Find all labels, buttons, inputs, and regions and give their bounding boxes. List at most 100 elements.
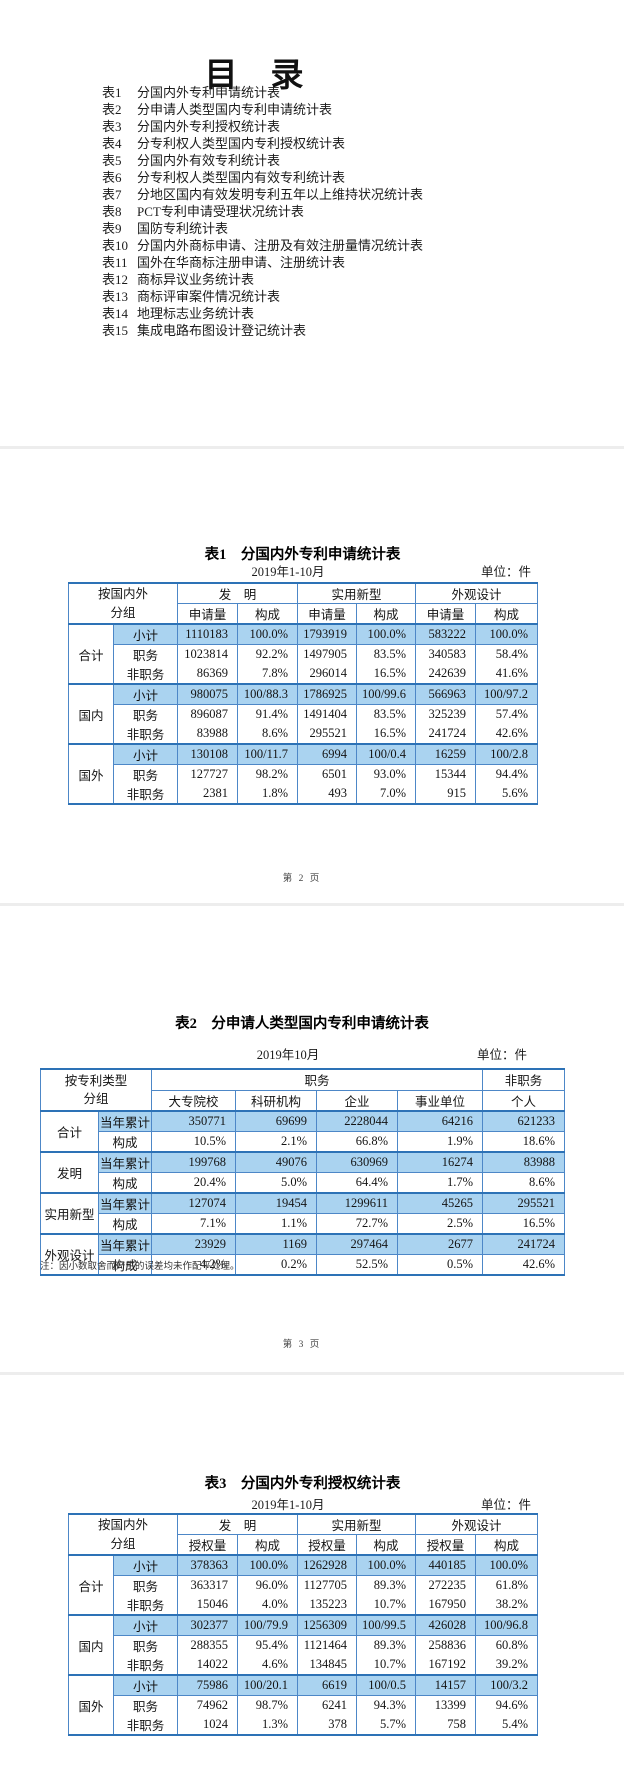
cell-value: 98.2% [237, 764, 299, 784]
table3-unit-label: 单位：件 [480, 1498, 531, 1512]
row-label: 小计 [112, 743, 179, 765]
cell-value: 100.0% [356, 1554, 417, 1576]
toc-item: 表7 分地区国内有效发明专利五年以上维持状况统计表 [102, 186, 423, 203]
page-gap [0, 903, 624, 906]
row-group-label: 国外 [68, 1674, 114, 1736]
cell-value: 241724 [415, 724, 477, 744]
cell-value: 100/0.5 [356, 1674, 417, 1696]
column-group-nonduty: 非职务 [482, 1069, 566, 1091]
cell-value: 38.2% [475, 1595, 539, 1615]
toc-item-title: 分申请人类型国内专利申请统计表 [137, 102, 333, 117]
stub-line2: 分组 [83, 1092, 109, 1106]
row-label: 当年累计 [97, 1151, 153, 1173]
cell-value: 60.8% [475, 1635, 539, 1655]
cell-value: 199768 [151, 1151, 237, 1173]
toc-item-number: 表4 [102, 136, 122, 151]
cell-value: 127074 [151, 1192, 237, 1214]
cell-value: 100/99.6 [356, 683, 417, 705]
cell-value: 13399 [415, 1695, 477, 1715]
cell-value: 49076 [235, 1151, 318, 1173]
cell-value: 61.8% [475, 1575, 539, 1595]
row-label: 职务 [112, 704, 179, 724]
row-group-label: 合计 [68, 623, 114, 685]
toc-item-title: 分专利权人类型国内有效专利统计表 [137, 170, 346, 185]
toc-item: 表3 分国内外专利授权统计表 [102, 118, 423, 135]
toc-list: 表1 分国内外专利申请统计表 表2 分申请人类型国内专利申请统计表 表3 分国内外专利… [102, 84, 423, 339]
cell-value: 16.5% [356, 664, 417, 684]
cell-value: 100/79.9 [237, 1614, 299, 1636]
page-gap [0, 446, 624, 449]
row-label: 非职务 [112, 1715, 179, 1735]
cell-value: 297464 [316, 1233, 399, 1255]
measure-header: 申请量 [297, 603, 358, 625]
row-label: 职务 [112, 644, 179, 664]
row-label: 小计 [112, 1554, 179, 1576]
cell-value: 378363 [177, 1554, 239, 1576]
cell-value: 69699 [235, 1110, 318, 1132]
table-row: 非职务 86369 7.8% 296014 16.5% 242639 41.6% [69, 664, 539, 684]
cell-value: 0.2% [235, 1254, 318, 1275]
row-label: 构成 [97, 1172, 153, 1193]
cell-value: 100.0% [475, 623, 539, 645]
toc-item-number: 表14 [102, 306, 129, 321]
cell-value: 15046 [177, 1595, 239, 1615]
cell-value: 2677 [397, 1233, 484, 1255]
cell-value: 242639 [415, 664, 477, 684]
toc-item: 表6 分专利权人类型国内有效专利统计表 [102, 169, 423, 186]
toc-item-title: 商标异议业务统计表 [137, 272, 255, 287]
cell-value: 134845 [297, 1655, 358, 1675]
table-row: 外观设计 当年累计 23929 1169 297464 2677 241724 [40, 1233, 566, 1276]
table-header-row: 按国内外 分组 发 明 实用新型 外观设计 [67, 583, 539, 625]
toc-item-number: 表6 [102, 170, 122, 185]
toc-item-title: 分地区国内有效发明专利五年以上维持状况统计表 [137, 187, 424, 202]
row-label: 小计 [112, 1614, 179, 1636]
cell-value: 100/11.7 [237, 743, 299, 765]
toc-item: 表4 分专利权人类型国内专利授权统计表 [102, 135, 423, 152]
row-label: 职务 [112, 1695, 179, 1715]
cell-value: 2.1% [235, 1131, 318, 1152]
cell-value: 20.4% [151, 1172, 237, 1193]
cell-value: 258836 [415, 1635, 477, 1655]
cell-value: 5.4% [475, 1715, 539, 1735]
cell-value: 14022 [177, 1655, 239, 1675]
cell-value: 295521 [482, 1192, 566, 1214]
column-group-design: 外观设计 [415, 1514, 539, 1535]
cell-value: 83.5% [356, 644, 417, 664]
row-label: 构成 [97, 1213, 153, 1234]
cell-value: 64216 [397, 1110, 484, 1132]
cell-value: 74962 [177, 1695, 239, 1715]
cell-value: 4.6% [237, 1655, 299, 1675]
toc-item-title: 商标评审案件情况统计表 [137, 289, 281, 304]
table3: 按国内外 分组 发 明 实用新型 外观设计 授权量 构成 授权量 构成 授权量 构… [67, 1513, 539, 1736]
table-row: 国内 小计 302377 100/79.9 1256309 100/99.5 42602… [68, 1614, 539, 1676]
cell-value: 72.7% [316, 1213, 399, 1234]
column-group-utility: 实用新型 [297, 1514, 417, 1535]
cell-value: 4.0% [237, 1595, 299, 1615]
stub-line1: 按国内外 [98, 1518, 149, 1533]
toc-item-number: 表10 [102, 238, 129, 253]
table2-title: 表2 分申请人类型国内专利申请统计表 [175, 1016, 429, 1032]
cell-value: 980075 [177, 683, 239, 705]
toc-item: 表9 国防专利统计表 [102, 220, 423, 237]
toc-item-number: 表12 [102, 272, 129, 287]
cell-value: 2.5% [397, 1213, 484, 1234]
toc-item-number: 表15 [102, 323, 129, 338]
measure-header: 申请量 [415, 603, 477, 625]
stub-header: 按国内外 分组 [67, 1514, 179, 1556]
cell-value: 89.3% [356, 1635, 417, 1655]
cell-value: 1.7% [397, 1172, 484, 1193]
cell-value: 1262928 [297, 1554, 358, 1576]
cell-value: 7.0% [356, 784, 417, 804]
table-header-row: 按专利类型 分组 职务 非职务 [39, 1069, 566, 1112]
measure-header: 授权量 [297, 1534, 358, 1556]
row-label: 当年累计 [97, 1192, 153, 1214]
toc-item-number: 表9 [102, 221, 122, 236]
column-group-invention: 发 明 [177, 583, 299, 604]
toc-item-title: 分国内外专利申请统计表 [137, 85, 281, 100]
table2-unit-label: 单位：件 [476, 1048, 527, 1062]
cell-value: 16274 [397, 1151, 484, 1173]
cell-value: 1024 [177, 1715, 239, 1735]
cell-value: 94.4% [475, 764, 539, 784]
toc-item: 表8 PCT专利申请受理状况统计表 [102, 203, 423, 220]
toc-item: 表13 商标评审案件情况统计表 [102, 288, 423, 305]
